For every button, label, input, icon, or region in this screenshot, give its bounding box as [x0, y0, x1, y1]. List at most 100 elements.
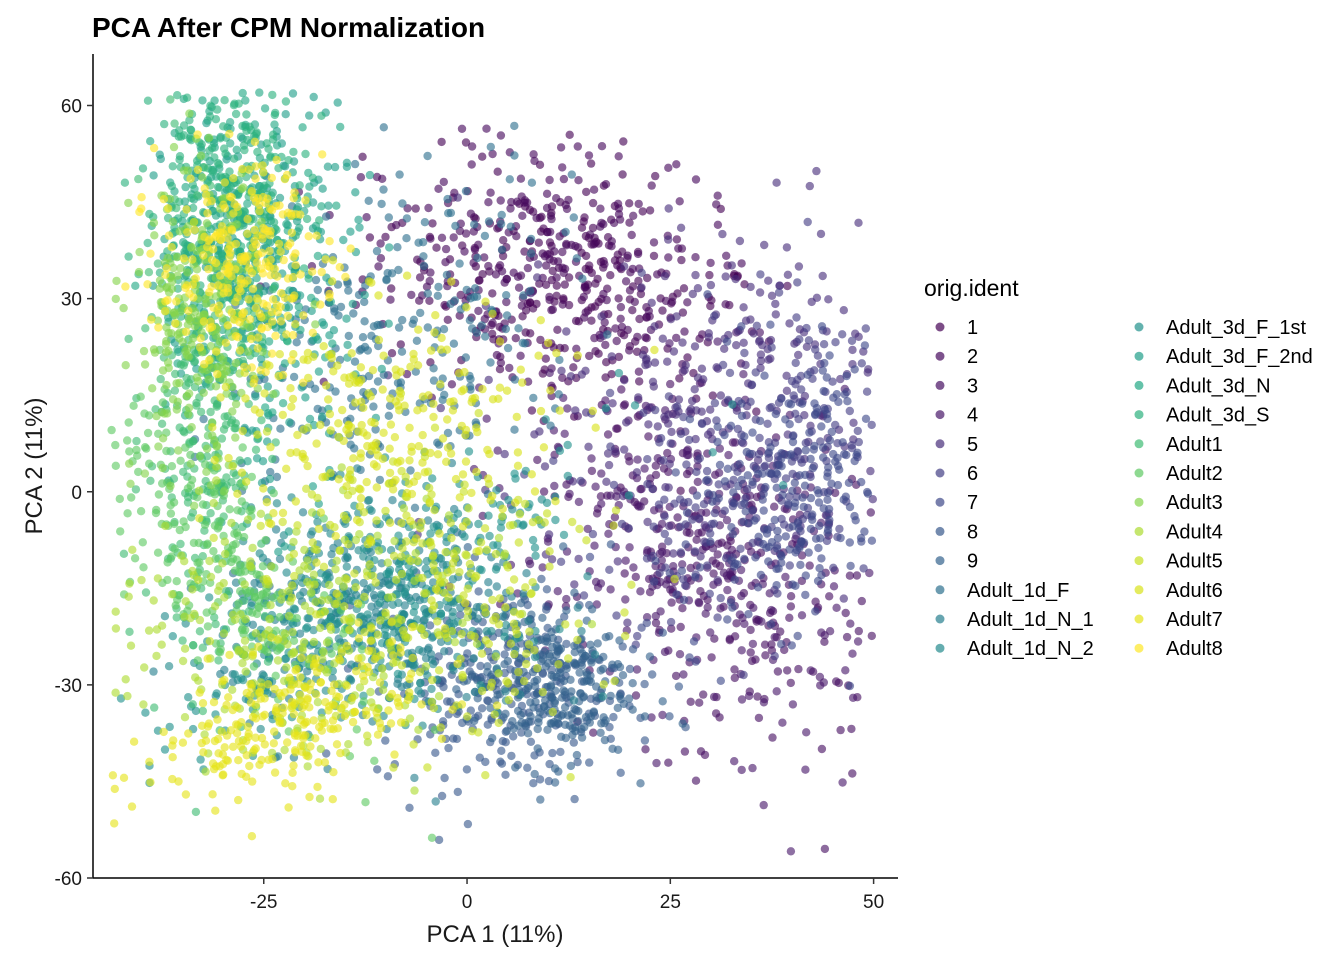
data-point	[785, 420, 794, 429]
data-point	[564, 300, 574, 310]
data-point	[803, 217, 812, 227]
data-point	[516, 599, 526, 608]
data-point	[186, 243, 196, 252]
data-point	[466, 209, 476, 218]
data-point	[459, 638, 468, 647]
data-point	[623, 253, 632, 263]
data-point	[359, 552, 368, 561]
data-point	[534, 238, 543, 247]
data-point	[672, 235, 682, 244]
data-point	[740, 499, 749, 508]
data-point	[706, 405, 715, 414]
data-point	[803, 370, 812, 379]
data-point	[730, 673, 739, 683]
data-point	[124, 198, 133, 208]
data-point	[651, 405, 660, 415]
data-point	[398, 315, 407, 325]
data-point	[618, 671, 628, 680]
data-point	[486, 142, 495, 152]
data-point	[779, 481, 788, 490]
data-point	[399, 504, 409, 513]
data-point	[487, 626, 496, 636]
data-point	[188, 700, 197, 709]
data-point	[556, 557, 566, 566]
data-point	[604, 529, 613, 538]
data-point	[686, 563, 695, 573]
data-point	[822, 373, 831, 382]
data-point	[186, 450, 195, 460]
data-point	[164, 662, 174, 671]
data-point	[484, 217, 494, 226]
data-point	[739, 303, 748, 312]
data-point	[302, 214, 312, 224]
data-point	[523, 600, 532, 610]
data-point	[265, 474, 275, 484]
data-point	[644, 420, 653, 429]
data-point	[868, 495, 877, 504]
data-point	[559, 530, 569, 540]
data-point	[724, 450, 733, 460]
data-point	[772, 687, 781, 696]
data-point	[718, 360, 728, 370]
data-point	[560, 612, 569, 621]
data-point	[649, 382, 658, 391]
data-point	[410, 773, 419, 783]
data-point	[184, 409, 193, 419]
data-point	[764, 557, 773, 566]
data-point	[781, 474, 791, 483]
data-point	[712, 416, 721, 425]
data-point	[819, 504, 828, 513]
data-point	[120, 178, 130, 187]
data-point	[825, 436, 835, 445]
data-point	[726, 421, 736, 430]
data-point	[568, 730, 577, 740]
data-point	[775, 281, 784, 290]
data-point	[204, 133, 214, 142]
data-point	[754, 713, 764, 723]
data-point	[658, 710, 667, 720]
data-point	[705, 270, 714, 280]
data-point	[466, 385, 475, 394]
data-point	[383, 558, 392, 567]
data-point	[376, 239, 385, 248]
data-point	[214, 656, 223, 665]
data-point	[788, 469, 797, 479]
data-point	[613, 660, 623, 669]
data-point	[732, 341, 741, 350]
data-point	[866, 466, 875, 476]
data-point	[691, 573, 700, 582]
data-point	[205, 146, 214, 155]
data-point	[575, 668, 584, 677]
data-point	[725, 368, 735, 378]
data-point	[679, 575, 688, 584]
data-point	[689, 637, 699, 646]
data-point	[164, 363, 173, 373]
data-point	[597, 719, 606, 728]
data-point	[854, 332, 863, 341]
data-point	[755, 328, 764, 337]
data-point	[531, 551, 540, 560]
data-point	[724, 330, 733, 340]
data-point	[176, 456, 185, 465]
data-point	[710, 398, 720, 408]
data-point	[520, 196, 530, 205]
data-point	[201, 460, 210, 469]
data-point	[271, 525, 281, 534]
data-point	[655, 549, 665, 558]
data-point	[460, 532, 469, 541]
data-point	[619, 699, 628, 709]
data-point	[666, 315, 676, 324]
data-point	[713, 437, 722, 447]
data-point	[520, 339, 530, 348]
data-point	[683, 353, 692, 362]
data-point	[365, 170, 375, 180]
data-point	[636, 779, 645, 788]
data-point	[636, 587, 645, 596]
data-point	[150, 703, 159, 712]
data-point	[622, 418, 631, 427]
data-point	[845, 406, 854, 416]
data-point	[187, 423, 196, 432]
data-point	[216, 172, 225, 181]
data-point	[304, 614, 314, 623]
data-point	[350, 357, 360, 366]
